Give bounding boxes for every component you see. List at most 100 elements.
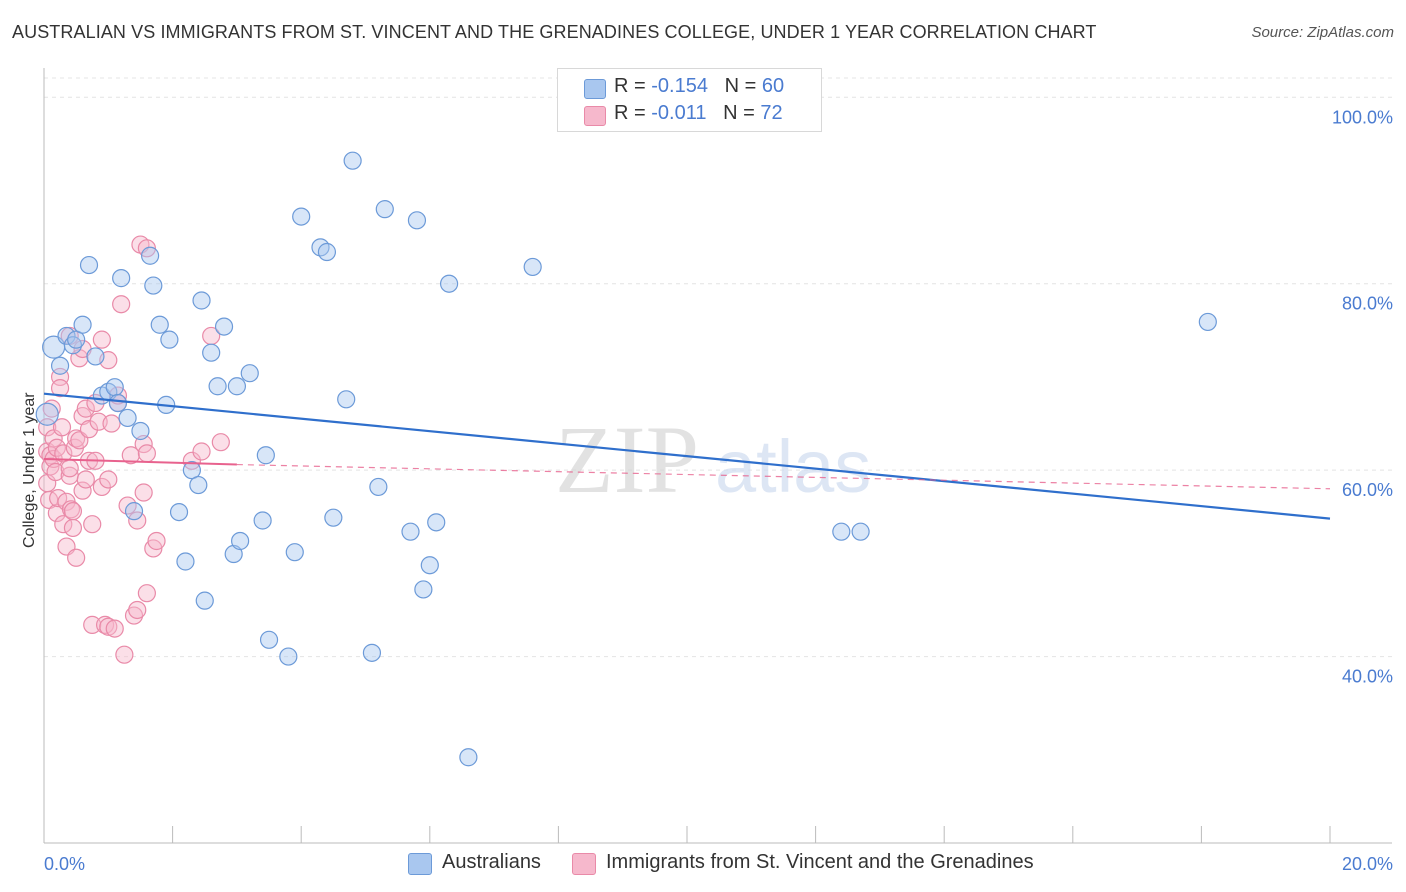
data-point-australians <box>189 475 208 495</box>
data-point-australians <box>108 393 128 413</box>
data-point-australians <box>150 315 169 334</box>
data-point-immigrants <box>60 459 79 478</box>
data-point-australians <box>362 643 382 662</box>
data-point-immigrants <box>102 414 121 433</box>
data-point-immigrants <box>42 399 61 418</box>
y-tick-label: 80.0% <box>1342 294 1393 314</box>
data-point-australians <box>832 522 851 541</box>
source-label: Source: ZipAtlas.com <box>1251 24 1394 41</box>
y-tick-label: 40.0% <box>1342 667 1393 687</box>
legend-r-value: -0.011 <box>651 102 707 124</box>
bottom-legend: Australians Immigrants from St. Vincent … <box>0 851 1406 879</box>
bottom-legend-swatch-blue <box>408 853 432 875</box>
data-point-immigrants <box>137 444 156 463</box>
data-point-immigrants <box>134 483 153 502</box>
data-point-australians <box>144 276 163 295</box>
data-point-immigrants <box>83 615 102 634</box>
data-point-australians <box>324 508 343 527</box>
data-point-australians <box>57 326 76 346</box>
legend-n-label: N = <box>724 75 757 97</box>
data-point-immigrants <box>67 548 86 567</box>
data-point-immigrants <box>137 584 156 603</box>
axes <box>43 68 1392 844</box>
data-point-immigrants <box>50 379 70 398</box>
bottom-legend-label: Immigrants from St. Vincent and the Gren… <box>606 851 1034 873</box>
data-point-australians <box>195 591 214 610</box>
data-point-australians <box>375 200 394 219</box>
data-point-australians <box>112 269 131 288</box>
data-point-immigrants <box>115 645 134 664</box>
data-point-immigrants <box>211 433 230 452</box>
trend-line-immigrants <box>43 457 237 466</box>
data-point-australians <box>73 315 92 334</box>
data-point-australians <box>50 356 70 375</box>
data-point-australians <box>208 377 227 396</box>
data-point-australians <box>420 556 439 575</box>
data-point-immigrants <box>92 330 111 349</box>
data-point-australians <box>343 151 362 170</box>
axis-labels: 100.0% 80.0% 60.0% 40.0% 0.0% 20.0% College, U… <box>21 107 1393 874</box>
data-point-australians <box>240 364 259 383</box>
legend-r-label: R = <box>614 75 646 97</box>
trend-lines <box>43 392 1331 520</box>
data-point-australians <box>427 513 446 532</box>
data-point-immigrants <box>99 470 118 489</box>
data-point-immigrants <box>83 515 102 534</box>
data-point-australians <box>317 242 337 262</box>
data-point-immigrants <box>46 462 65 482</box>
data-point-australians <box>192 291 211 310</box>
data-point-australians <box>214 317 234 336</box>
data-point-australians <box>401 522 420 541</box>
data-point-australians <box>118 408 137 428</box>
data-point-australians <box>253 511 272 530</box>
data-point-australians <box>63 336 83 355</box>
legend-r-value: -0.154 <box>651 75 708 97</box>
data-point-immigrants <box>121 446 140 465</box>
data-point-immigrants <box>182 451 201 470</box>
data-point-immigrants <box>63 502 83 521</box>
data-point-australians <box>407 211 427 230</box>
x-tick-label-min: 0.0% <box>44 854 85 874</box>
data-point-australians <box>256 446 275 465</box>
data-point-immigrants <box>79 420 99 439</box>
data-point-australians <box>851 522 870 541</box>
data-point-immigrants <box>63 518 83 538</box>
data-point-immigrants <box>92 477 111 497</box>
data-point-immigrants <box>38 418 57 437</box>
legend-swatch-pink <box>584 106 606 126</box>
x-tick-label-max: 20.0% <box>1342 854 1393 874</box>
data-point-immigrants <box>192 442 211 461</box>
data-point-australians <box>169 502 189 522</box>
data-point-australians <box>523 257 542 277</box>
data-point-australians <box>140 246 160 265</box>
data-point-australians <box>414 580 433 599</box>
watermark-zip: ZIP <box>555 406 699 513</box>
legend-n-label: N = <box>723 102 755 124</box>
data-point-immigrants <box>99 617 118 636</box>
data-point-immigrants <box>124 606 144 625</box>
data-point-australians <box>292 207 311 226</box>
data-point-australians <box>86 347 105 366</box>
legend-n-value: 72 <box>760 102 783 124</box>
legend-box: R = -0.154 N = 60 R = -0.011 N = 72 <box>557 68 822 132</box>
y-axis-label: College, Under 1 year <box>21 392 38 548</box>
y-tick-label: 100.0% <box>1332 107 1393 127</box>
data-point-australians <box>337 390 356 409</box>
data-point-australians <box>202 343 221 362</box>
trend-line-australians <box>43 392 1331 520</box>
data-point-immigrants <box>112 295 131 314</box>
data-point-australians <box>279 647 298 666</box>
data-point-australians <box>131 421 150 441</box>
data-point-immigrants <box>128 600 147 620</box>
chart-title: AUSTRALIAN VS IMMIGRANTS FROM ST. VINCEN… <box>12 22 1097 42</box>
data-point-immigrants <box>52 418 72 437</box>
legend-n-value: 60 <box>761 75 785 97</box>
series-australians-points <box>35 151 1217 767</box>
data-point-immigrants <box>67 429 86 448</box>
data-point-immigrants <box>54 515 73 534</box>
data-point-immigrants <box>73 481 92 500</box>
data-point-australians <box>439 274 459 293</box>
bottom-legend-swatch-pink <box>572 853 596 875</box>
data-point-immigrants <box>147 531 166 551</box>
